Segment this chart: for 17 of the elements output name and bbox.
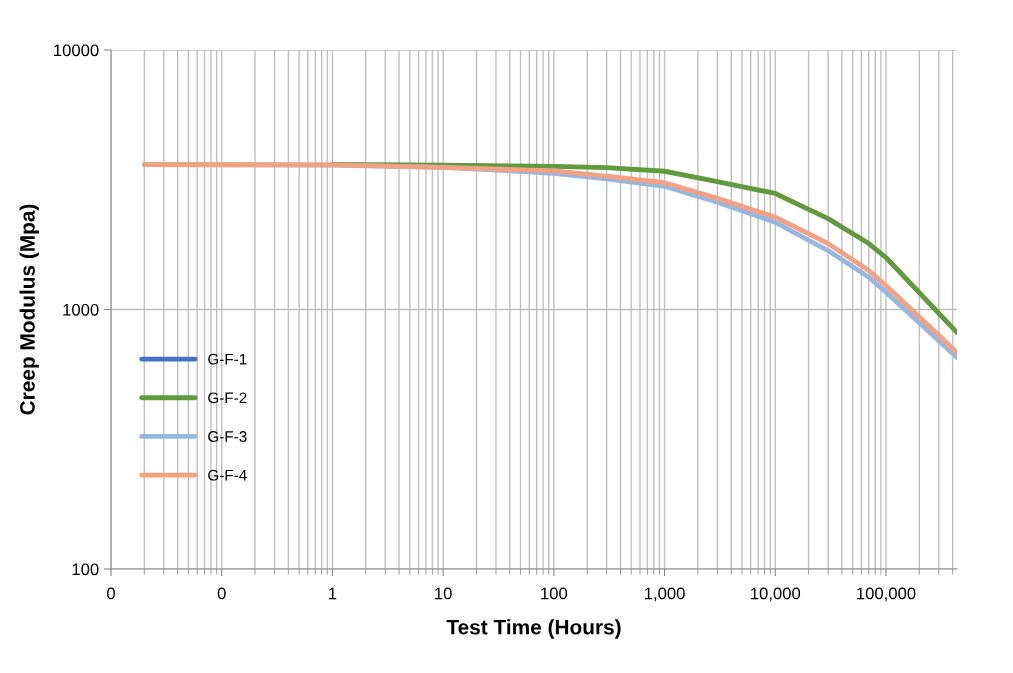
y-tick-label: 10000 (54, 44, 99, 57)
x-tick-label: 0 (217, 587, 226, 600)
legend-label: G-F-4 (208, 469, 247, 481)
y-tick-label: 1000 (63, 303, 99, 316)
legend-label: G-F-2 (208, 392, 247, 404)
x-tick-label: 100,000 (857, 587, 916, 602)
legend-label: G-F-3 (208, 431, 247, 442)
x-tick-label: 1 (329, 587, 337, 600)
y-tick-label: 100 (72, 563, 99, 576)
legend-label: G-F-1 (208, 353, 247, 365)
x-tick-label: 10 (435, 587, 452, 600)
x-tick-label: 10,000 (751, 587, 801, 602)
x-tick-label: 0 (107, 587, 115, 600)
y-axis-title: Creep Modulus (Mpa) (19, 204, 39, 415)
x-tick-label: 100 (541, 587, 568, 600)
x-axis-title: Test Time (Hours) (446, 619, 621, 639)
x-tick-label: 1,000 (644, 587, 685, 602)
